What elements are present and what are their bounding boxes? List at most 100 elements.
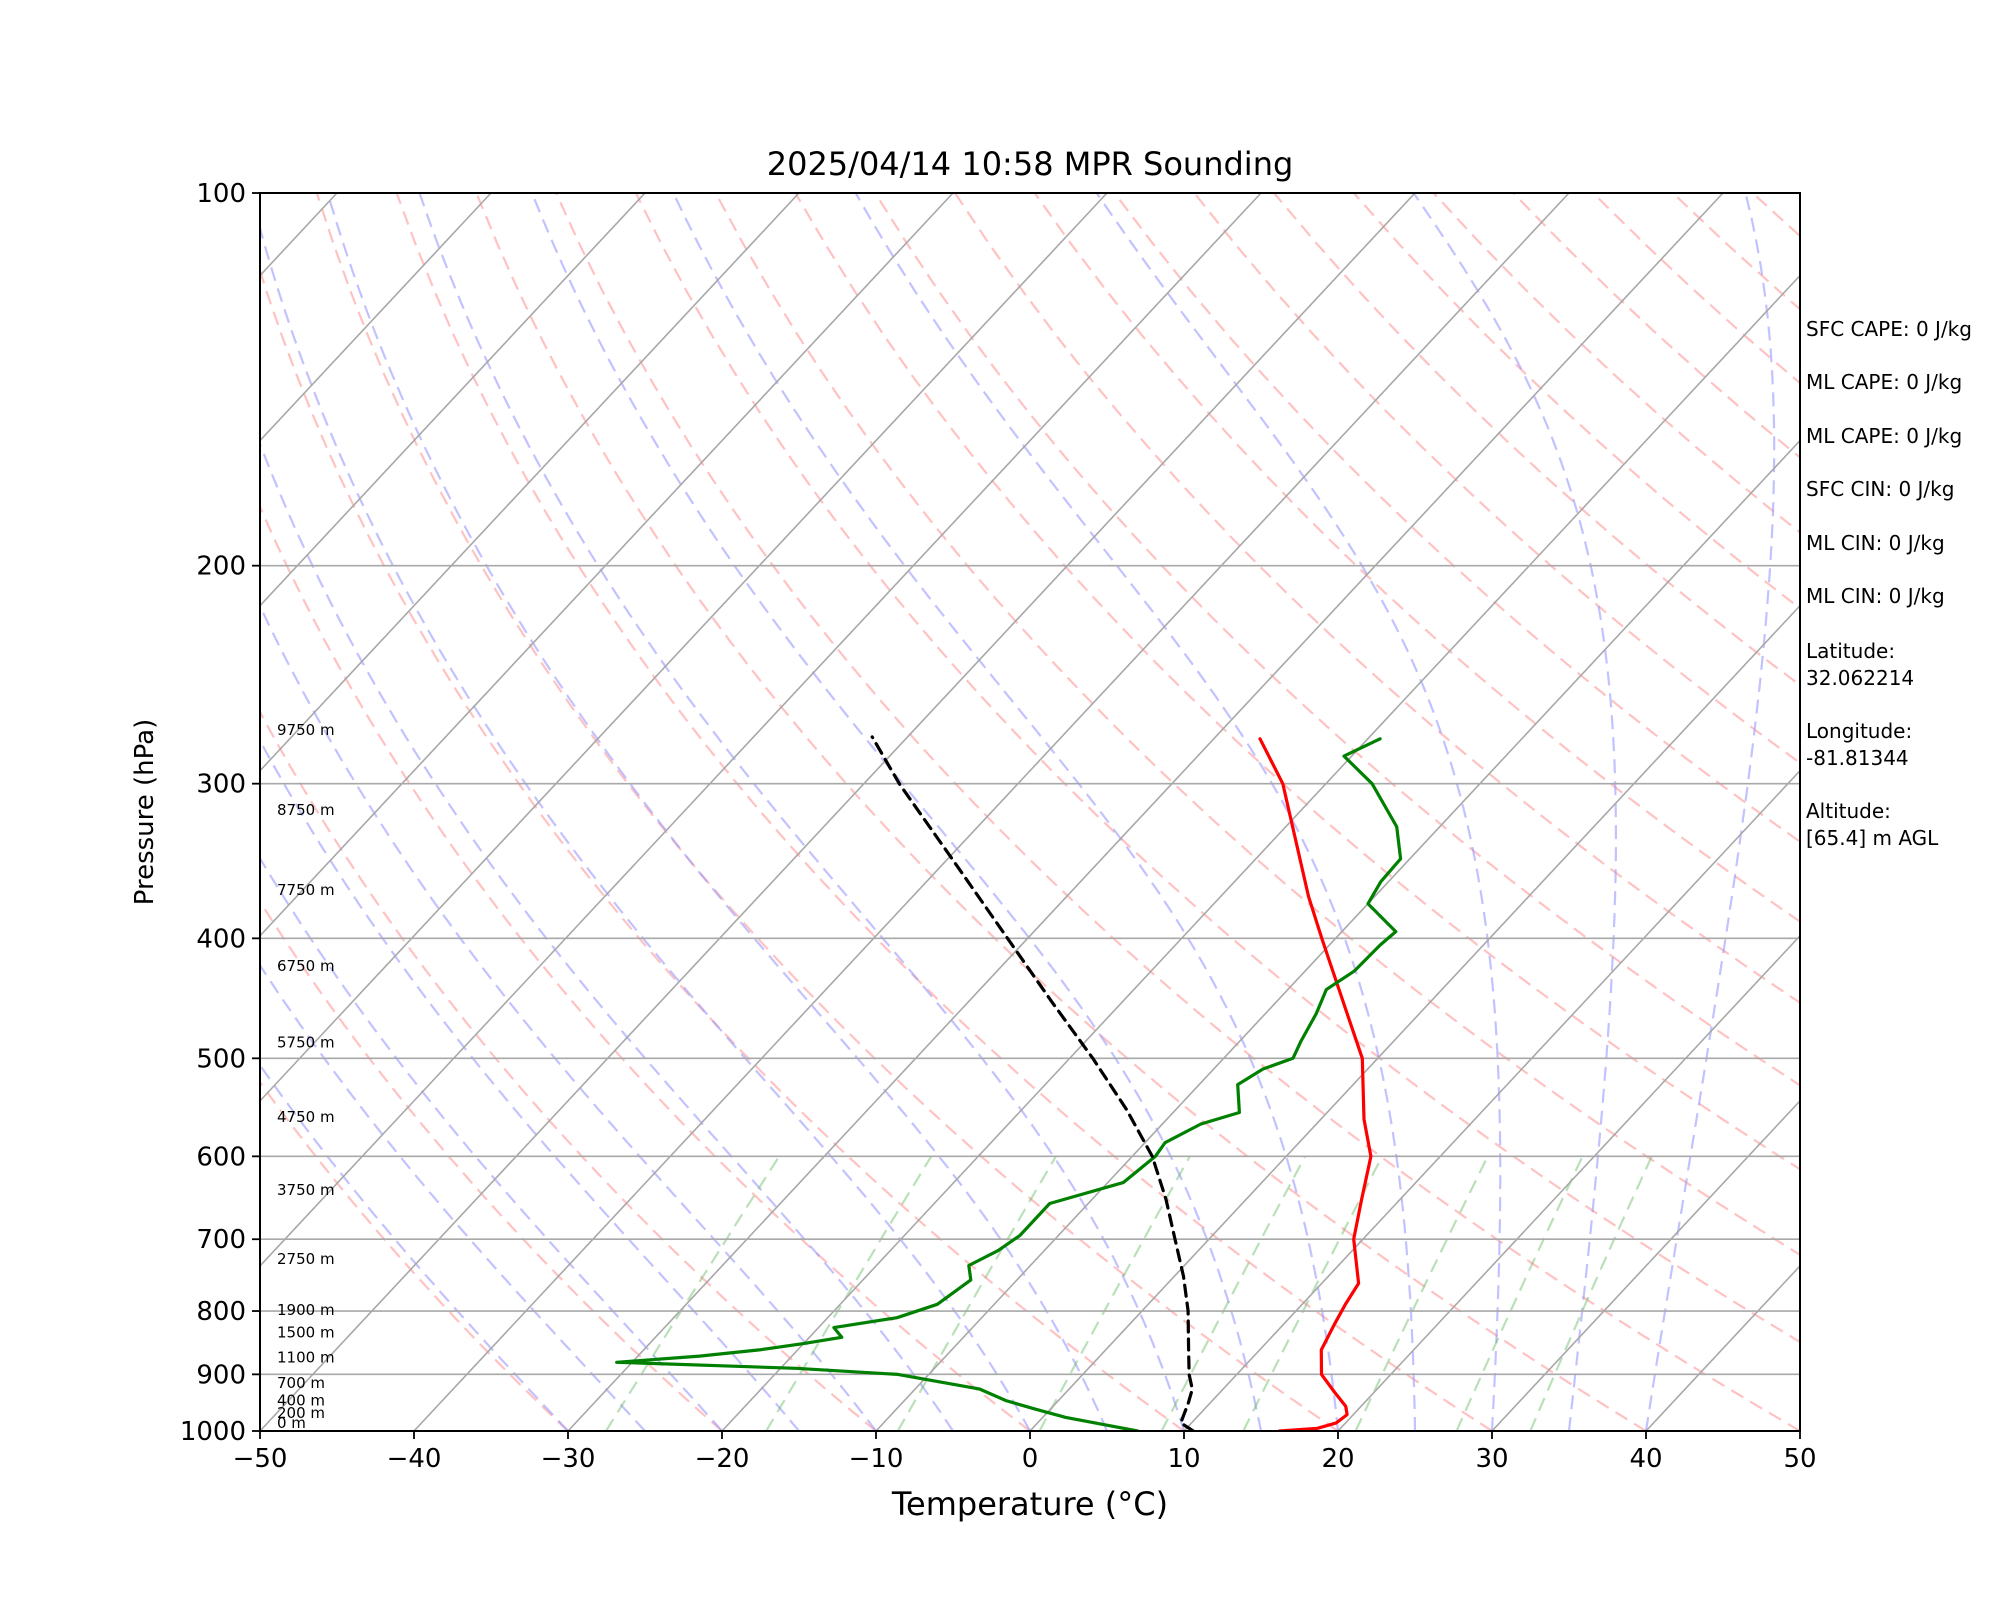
height-label: 1100 m — [277, 1348, 335, 1366]
chart-title: 2025/04/14 10:58 MPR Sounding — [767, 145, 1294, 183]
height-label: 4750 m — [277, 1108, 335, 1126]
height-label: 0 m — [277, 1414, 306, 1432]
axis-ticks: −50 −40 −30 −20 −10 0 10 20 30 40 50 100 200 300 400 50… — [180, 179, 1817, 1474]
dry-adiabat — [555, 193, 1800, 1431]
y-tick-label: 800 — [196, 1297, 246, 1327]
y-tick-label: 700 — [196, 1225, 246, 1255]
dry-adiabat — [794, 193, 1800, 1171]
reference-lines — [0, 193, 1800, 1431]
x-axis-label: Temperature (°C) — [891, 1485, 1168, 1523]
altitude-value: [65.4] m AGL — [1806, 826, 1939, 850]
moist-adiabat — [1095, 193, 1502, 1431]
moist-adiabat — [260, 738, 800, 1431]
isotherm — [260, 193, 646, 607]
dry-adiabat — [395, 193, 1493, 1431]
mixing-ratio-line — [1160, 1155, 1307, 1431]
height-label: 7750 m — [277, 881, 335, 899]
y-tick-label: 300 — [196, 770, 246, 800]
longitude-value: -81.81344 — [1806, 746, 1909, 770]
moist-adiabat — [326, 193, 1109, 1431]
ml-cin-text: ML CIN: 0 J/kg — [1806, 531, 1945, 555]
height-label: 3750 m — [277, 1181, 335, 1199]
mixing-ratio-line — [1529, 1155, 1653, 1431]
x-tick-label: −10 — [849, 1444, 904, 1474]
sfc-cin-text: SFC CIN: 0 J/kg — [1806, 477, 1955, 501]
isotherm — [260, 193, 800, 772]
moist-adiabat — [854, 193, 1417, 1431]
height-label: 1500 m — [277, 1323, 335, 1341]
x-tick-label: −20 — [695, 1444, 750, 1474]
y-tick-label: 400 — [196, 924, 246, 954]
y-tick-label: 100 — [196, 179, 246, 209]
isotherm — [260, 193, 1108, 1103]
dry-adiabat — [260, 709, 877, 1431]
isotherm — [1029, 604, 1800, 1431]
moist-adiabat — [530, 193, 1263, 1431]
y-tick-label: 500 — [196, 1044, 246, 1074]
isotherm — [260, 193, 1416, 1431]
isotherm — [1337, 934, 1800, 1431]
moist-adiabat — [1644, 193, 1776, 1431]
dewpoint-line — [615, 737, 1403, 1431]
moist-adiabat — [260, 963, 646, 1431]
x-tick-label: 0 — [1022, 1444, 1039, 1474]
x-tick-label: 50 — [1783, 1444, 1816, 1474]
dry-adiabat — [315, 193, 1339, 1431]
isotherm — [721, 274, 1800, 1431]
latitude-value: 32.062214 — [1806, 666, 1915, 690]
height-label: 8750 m — [277, 801, 335, 819]
height-label: 1900 m — [277, 1301, 335, 1319]
dry-adiabat — [634, 193, 1800, 1344]
moist-adiabat — [672, 193, 1340, 1431]
isotherm — [1491, 1099, 1800, 1431]
x-tick-label: 10 — [1167, 1444, 1200, 1474]
ml-cape-text-2: ML CAPE: 0 J/kg — [1806, 424, 1963, 448]
dry-adiabat — [714, 193, 1800, 1257]
x-tick-label: 40 — [1629, 1444, 1662, 1474]
mixing-ratio-line — [765, 1155, 933, 1431]
isotherm — [260, 193, 1262, 1268]
moist-adiabat — [260, 1063, 569, 1431]
temperature-line — [1258, 737, 1373, 1431]
profile-lines — [615, 735, 1403, 1431]
mixing-ratio-line — [1455, 1155, 1584, 1431]
isotherm — [413, 193, 1570, 1431]
mixing-ratio-line — [1038, 1155, 1191, 1431]
isotherm — [567, 193, 1724, 1431]
y-tick-label: 600 — [196, 1142, 246, 1172]
y-tick-label: 200 — [196, 552, 246, 582]
height-label: 400 m — [277, 1392, 325, 1410]
y-tick-label: 1000 — [180, 1417, 246, 1447]
isotherm — [1183, 769, 1800, 1431]
dry-adiabat — [260, 504, 1031, 1431]
height-label: 6750 m — [277, 957, 335, 975]
x-tick-label: 30 — [1475, 1444, 1508, 1474]
y-axis-label: Pressure (hPa) — [130, 719, 160, 906]
height-label: 2750 m — [277, 1250, 335, 1268]
isotherm — [0, 193, 29, 1431]
moist-adiabat — [418, 193, 1186, 1431]
latitude-label: Latitude: — [1806, 639, 1896, 663]
isotherm — [260, 193, 492, 442]
height-label: 9750 m — [277, 721, 335, 739]
height-label: 200 m — [277, 1404, 325, 1422]
ml-cape-text: ML CAPE: 0 J/kg — [1806, 370, 1963, 394]
height-label: 700 m — [277, 1374, 325, 1392]
dry-adiabat — [260, 899, 723, 1431]
altitude-label: Altitude: — [1806, 799, 1891, 823]
moist-adiabat — [260, 224, 1031, 1431]
isotherm — [260, 193, 954, 937]
x-tick-label: −30 — [541, 1444, 596, 1474]
dry-adiabat — [475, 193, 1647, 1431]
x-tick-label: 20 — [1321, 1444, 1354, 1474]
ml-cin-text-2: ML CIN: 0 J/kg — [1806, 584, 1945, 608]
plot-frame — [259, 192, 1801, 1432]
x-tick-label: −40 — [387, 1444, 442, 1474]
longitude-label: Longitude: — [1806, 719, 1913, 743]
sfc-cape-text: SFC CAPE: 0 J/kg — [1806, 317, 1972, 341]
parcel-line — [870, 735, 1195, 1431]
x-tick-label: −50 — [233, 1444, 288, 1474]
moist-adiabat — [260, 856, 723, 1431]
